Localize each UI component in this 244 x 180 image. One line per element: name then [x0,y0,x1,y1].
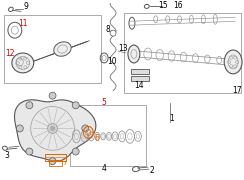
Ellipse shape [128,45,140,63]
Ellipse shape [224,50,242,74]
Circle shape [110,30,116,36]
Circle shape [49,92,56,99]
Text: 10: 10 [107,57,117,66]
Text: 4: 4 [102,164,107,173]
Bar [71,105,146,166]
Ellipse shape [12,53,34,73]
Text: 17: 17 [232,86,242,95]
Text: 1: 1 [169,114,174,123]
Text: 9: 9 [23,2,28,11]
Circle shape [26,102,33,109]
Text: 12: 12 [5,48,15,57]
Circle shape [51,126,55,130]
Text: 13: 13 [118,44,128,53]
Bar [131,76,149,81]
Bar [49,160,62,166]
Circle shape [72,102,79,109]
Circle shape [72,148,79,155]
Text: 8: 8 [106,25,111,34]
Ellipse shape [54,42,71,56]
Bar [45,154,66,161]
Circle shape [82,125,89,132]
Circle shape [16,125,23,132]
Text: 6: 6 [95,134,100,143]
Circle shape [48,123,58,133]
Polygon shape [14,100,96,161]
Bar [124,13,241,93]
Bar [131,69,149,74]
Text: 15: 15 [158,1,167,10]
Text: 16: 16 [173,1,182,10]
Circle shape [26,148,33,155]
Circle shape [49,158,56,165]
Text: 5: 5 [102,98,107,107]
Text: 7: 7 [62,158,67,167]
Text: 2: 2 [149,166,154,175]
Text: 11: 11 [18,19,28,28]
Bar [4,15,101,83]
Text: 14: 14 [134,81,144,90]
Text: 3: 3 [4,151,9,160]
